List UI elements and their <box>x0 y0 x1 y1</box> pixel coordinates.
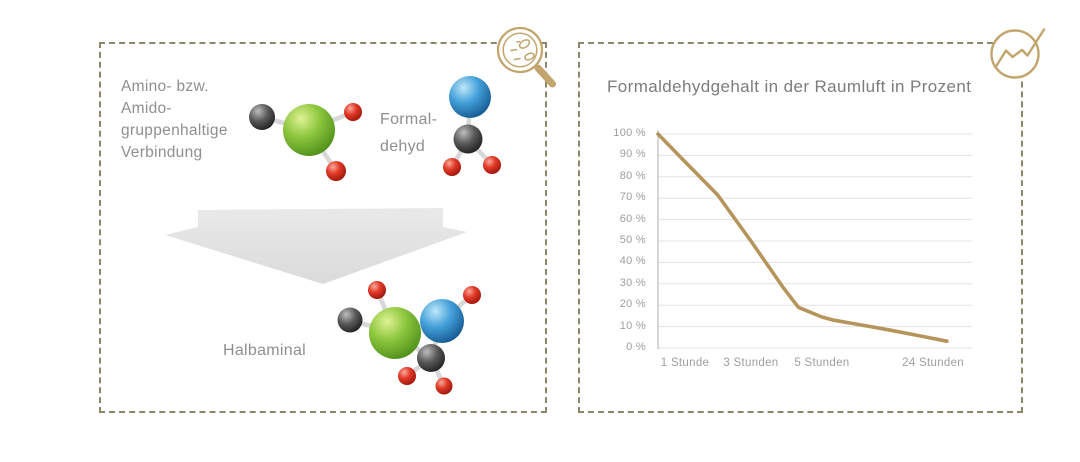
formaldehyde-label: Formal- dehyd <box>380 106 437 160</box>
line-chart <box>656 130 972 349</box>
atom-red <box>483 156 501 174</box>
reaction-arrow-icon <box>165 208 467 284</box>
product-label: Halbaminal <box>223 342 307 359</box>
formaldehyde-label-line: Formal- <box>380 111 438 128</box>
reaction-diagram-panel <box>99 42 547 413</box>
y-tick-label: 0 % <box>626 341 646 353</box>
atom-red <box>398 367 416 385</box>
atom-blue <box>420 299 464 343</box>
x-tick-label: 5 Stunden <box>794 357 850 369</box>
reactant-label-line: gruppenhaltige <box>121 122 228 139</box>
particle-oval <box>518 39 531 49</box>
atom-black <box>249 104 275 130</box>
atom-red <box>463 286 481 304</box>
reactant-label-line: Verbindung <box>121 144 203 161</box>
atom-red <box>368 281 386 299</box>
molecule-halbaminal <box>337 281 481 395</box>
y-tick-label: 40 % <box>619 255 646 268</box>
trend-zigzag-line <box>994 28 1046 68</box>
y-tick-label: 80 % <box>619 169 646 182</box>
molecule-formaldehyde <box>443 76 501 176</box>
magnifier-handle <box>534 64 556 88</box>
atom-blue <box>449 76 491 118</box>
x-tick-label: 3 Stunden <box>723 357 779 369</box>
y-tick-label: 60 % <box>619 212 646 225</box>
reactant-label-line: Amino- bzw. <box>121 78 209 95</box>
formaldehyde-label-line: dehyd <box>380 138 426 155</box>
atom-red <box>326 161 346 181</box>
magnifier-ring <box>496 26 544 74</box>
y-tick-label: 30 % <box>619 276 646 289</box>
atom-red <box>435 377 453 395</box>
y-tick-label: 10 % <box>619 319 646 332</box>
atom-green <box>369 307 421 359</box>
trend-chart-icon <box>990 28 1046 79</box>
y-tick-label: 90 % <box>619 148 646 161</box>
particle-oval <box>524 52 535 61</box>
chart-panel <box>578 42 1023 413</box>
molecule-diagrams <box>249 76 501 395</box>
particle-dash <box>510 48 518 52</box>
molecule-amino-amido-compound <box>249 103 362 181</box>
x-tick-label: 1 Stunde <box>660 357 710 369</box>
reactant-compound-label: Amino- bzw. Amido- gruppenhaltige Verbin… <box>121 76 228 164</box>
chart-line-formaldehyde <box>656 132 949 344</box>
magnifier-inner-ring <box>502 32 538 68</box>
y-tick-label: 50 % <box>619 234 646 246</box>
x-tick-label: 24 Stunden <box>902 357 964 369</box>
y-tick-label: 20 % <box>619 298 646 311</box>
atom-green <box>283 104 335 156</box>
reactant-label-line: Amido- <box>121 100 172 117</box>
y-tick-label: 70 % <box>619 191 646 204</box>
atom-black <box>453 124 483 154</box>
atom-red <box>344 103 362 121</box>
atom-red <box>443 158 461 176</box>
atom-black <box>337 307 363 333</box>
magnifier-molecules-icon <box>496 26 556 88</box>
chart-title: Formaldehydgehalt in der Raumluft in Pro… <box>607 77 972 96</box>
particle-dash <box>513 57 521 61</box>
atom-black <box>417 344 445 372</box>
y-tick-label: 100 % <box>613 127 646 139</box>
